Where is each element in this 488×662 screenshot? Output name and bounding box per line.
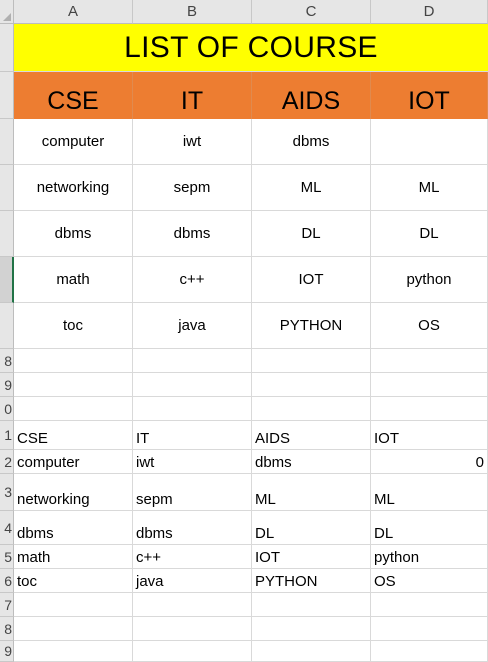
empty-cell[interactable] [133, 373, 252, 397]
list-cell[interactable]: ML [252, 474, 371, 511]
row-header[interactable]: 5 [0, 545, 14, 569]
empty-cell[interactable] [371, 349, 488, 373]
select-all-triangle-icon [3, 13, 11, 21]
table-cell[interactable]: iwt [133, 119, 252, 165]
table-cell[interactable]: ML [371, 165, 488, 211]
table-cell[interactable] [371, 119, 488, 165]
header-cell-iot[interactable]: IOT [371, 72, 488, 119]
table-cell[interactable]: DL [371, 211, 488, 257]
header-cell-it[interactable]: IT [133, 72, 252, 119]
row-header[interactable]: 2 [0, 450, 14, 474]
table-cell[interactable]: networking [14, 165, 133, 211]
select-all-corner[interactable] [0, 0, 14, 24]
list-cell[interactable]: computer [14, 450, 133, 474]
table-cell[interactable]: dbms [133, 211, 252, 257]
table-cell[interactable]: IOT [252, 257, 371, 303]
empty-cell[interactable] [371, 397, 488, 421]
empty-cell[interactable] [14, 373, 133, 397]
empty-cell[interactable] [14, 593, 133, 617]
list-cell[interactable]: IOT [371, 421, 488, 450]
row-header[interactable]: 7 [0, 593, 14, 617]
row-header[interactable]: 3 [0, 474, 14, 511]
sheet-title[interactable]: LIST OF COURSE [14, 24, 488, 72]
row-header[interactable] [0, 211, 14, 257]
empty-cell[interactable] [252, 617, 371, 641]
empty-cell[interactable] [371, 593, 488, 617]
empty-cell[interactable] [252, 373, 371, 397]
column-header-c[interactable]: C [252, 0, 371, 24]
list-cell[interactable]: dbms [133, 511, 252, 545]
list-cell[interactable]: iwt [133, 450, 252, 474]
row-header[interactable]: 1 [0, 421, 14, 450]
row-header[interactable]: 6 [0, 569, 14, 593]
row-header[interactable] [0, 119, 14, 165]
column-header-b[interactable]: B [133, 0, 252, 24]
empty-cell[interactable] [14, 397, 133, 421]
table-cell[interactable]: dbms [14, 211, 133, 257]
table-cell[interactable]: dbms [252, 119, 371, 165]
row-header[interactable] [0, 72, 14, 119]
header-cell-aids[interactable]: AIDS [252, 72, 371, 119]
row-header[interactable]: 9 [0, 373, 14, 397]
list-cell[interactable]: 0 [371, 450, 488, 474]
row-header[interactable]: 4 [0, 511, 14, 545]
row-header[interactable]: 8 [0, 349, 14, 373]
list-cell[interactable]: sepm [133, 474, 252, 511]
list-cell[interactable]: dbms [14, 511, 133, 545]
empty-cell[interactable] [133, 641, 252, 662]
empty-cell[interactable] [371, 373, 488, 397]
column-header-d[interactable]: D [371, 0, 488, 24]
list-cell[interactable]: PYTHON [252, 569, 371, 593]
empty-cell[interactable] [14, 349, 133, 373]
row-header[interactable]: 8 [0, 617, 14, 641]
empty-cell[interactable] [133, 397, 252, 421]
column-header-a[interactable]: A [14, 0, 133, 24]
list-cell[interactable]: dbms [252, 450, 371, 474]
empty-cell[interactable] [133, 617, 252, 641]
row-header[interactable] [0, 24, 14, 72]
list-cell[interactable]: DL [371, 511, 488, 545]
empty-cell[interactable] [252, 593, 371, 617]
table-cell[interactable]: OS [371, 303, 488, 349]
row-header[interactable] [0, 257, 14, 303]
empty-cell[interactable] [252, 641, 371, 662]
table-cell[interactable]: java [133, 303, 252, 349]
list-cell[interactable]: math [14, 545, 133, 569]
table-cell[interactable]: ML [252, 165, 371, 211]
list-cell[interactable]: OS [371, 569, 488, 593]
list-cell[interactable]: DL [252, 511, 371, 545]
empty-cell[interactable] [14, 641, 133, 662]
list-cell[interactable]: AIDS [252, 421, 371, 450]
list-cell[interactable]: python [371, 545, 488, 569]
list-cell[interactable]: networking [14, 474, 133, 511]
table-cell[interactable]: PYTHON [252, 303, 371, 349]
header-cell-cse[interactable]: CSE [14, 72, 133, 119]
table-cell[interactable]: sepm [133, 165, 252, 211]
list-cell[interactable]: c++ [133, 545, 252, 569]
row-header[interactable] [0, 165, 14, 211]
list-cell[interactable]: CSE [14, 421, 133, 450]
empty-cell[interactable] [133, 349, 252, 373]
table-cell[interactable]: computer [14, 119, 133, 165]
list-cell[interactable]: IT [133, 421, 252, 450]
list-cell[interactable]: java [133, 569, 252, 593]
list-cell[interactable]: ML [371, 474, 488, 511]
list-cell[interactable]: IOT [252, 545, 371, 569]
empty-cell[interactable] [252, 349, 371, 373]
empty-cell[interactable] [14, 617, 133, 641]
empty-cell[interactable] [371, 617, 488, 641]
row-header[interactable]: 0 [0, 397, 14, 421]
empty-cell[interactable] [252, 397, 371, 421]
table-cell[interactable]: DL [252, 211, 371, 257]
list-cell[interactable]: toc [14, 569, 133, 593]
empty-cell[interactable] [371, 641, 488, 662]
row-header[interactable]: 9 [0, 641, 14, 662]
table-cell[interactable]: c++ [133, 257, 252, 303]
table-cell[interactable]: python [371, 257, 488, 303]
table-cell[interactable]: toc [14, 303, 133, 349]
empty-cell[interactable] [133, 593, 252, 617]
table-cell[interactable]: math [14, 257, 133, 303]
row-header[interactable] [0, 303, 14, 349]
